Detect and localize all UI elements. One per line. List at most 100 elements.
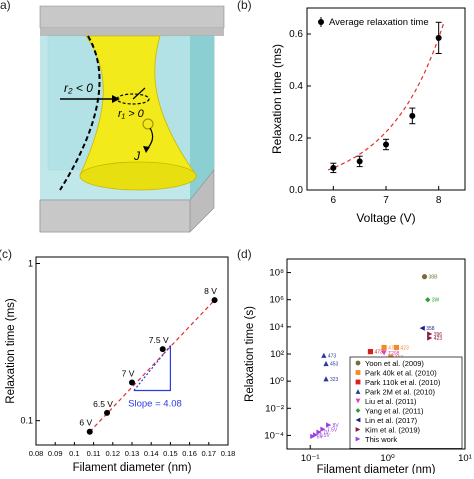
plot-frame [35,256,229,446]
data-label: 473 [328,353,337,359]
legend-label: Kim et al. (2019) [365,426,421,435]
x-tick-label: 0.09 [48,449,63,458]
data-point [383,141,389,148]
data-point [367,349,374,355]
data-label: 323 [330,377,339,383]
legend-label: Average relaxation time [329,17,429,28]
data-point [356,158,363,165]
data-label: 7.5 V [149,335,169,345]
data-label: 473 [374,350,383,356]
data-point [393,344,400,351]
y-tick-label: 0.6 [289,29,303,40]
panel-label-a: (a) [0,0,11,12]
data-point [427,335,433,341]
chart-d: 10⁻¹ 10⁰ 10¹ 10⁻⁴ 10⁻² 10⁰ 10² 10⁴ 10⁶ 10⁸ Filamen… [244,258,472,476]
y-axis-label: Relaxation time (ms) [5,298,17,404]
x-tick-label: 0.08 [29,449,44,458]
legend-label: Park 2M et al. (2010) [365,388,436,397]
legend-label: Yang et al. (2011) [365,407,424,416]
data-point [409,112,416,119]
x-axis-label: Filament diameter (nm) [317,464,436,474]
x-tick-label: 0.1 [69,449,79,458]
slope-hyp [133,345,171,391]
x-tick-label: 0.13 [125,449,140,458]
legend-marker [355,417,361,423]
data-point [323,360,329,367]
data-point [211,297,218,304]
data-label: 423 [400,346,409,352]
data-point [381,344,387,351]
data-point [159,346,166,353]
y-tick-label: 0.2 [289,133,303,144]
y-tick-label: 10² [270,349,284,360]
top-electrode [39,5,225,29]
data-label: 6 V [79,418,92,428]
data-label: 7.5V [327,427,338,433]
data-point [381,350,387,356]
y-axis-label: Relaxation time (s) [244,306,256,402]
data-point [316,429,322,435]
x-tick-label: 0.18 [221,449,236,458]
data-point [427,331,433,337]
y-tick-label: 10⁻⁴ [264,430,284,441]
legend-label: Yoon et al. (2009) [365,359,424,368]
x-tick-label: 0.12 [105,449,120,458]
panel-b: (b) 6 7 8 0.0 0.2 0.4 0.6 Voltage (V) Relaxation… [237,0,474,237]
data-point [421,274,428,280]
data-label: 6V [317,434,324,440]
y-tick-label: 10⁻² [265,403,284,414]
data-label: 7V [323,430,330,436]
data-point [312,432,319,438]
legend-label: Lin et al. (2017) [365,416,418,425]
data-point [425,297,431,303]
panel-c: (c) 0.080.090.10.110.120.130.140.150.160… [0,237,237,474]
x-tick-label: 10¹ [458,453,472,464]
legend-marker [355,370,361,375]
x-tick-label: 0.16 [182,449,197,458]
x-tick-label: 0.11 [87,449,101,458]
legend-box [349,356,463,449]
data-label: 8V [333,423,340,429]
legend-marker [355,436,361,442]
panel-label-c: (c) [0,247,12,261]
filament-schematic: r₂ < 0 r₁ > 0 J [39,5,225,233]
y-tick-label: 10⁶ [270,295,285,306]
data-point [321,352,327,358]
panel-label-d: (d) [237,247,252,261]
chart-b: 6 7 8 0.0 0.2 0.4 0.6 Voltage (V) Relaxation tim… [270,7,466,225]
x-axis-label: Filament diameter (nm) [73,462,192,474]
panel-d: (d) 10⁻¹ 10⁰ 10¹ 10⁻⁴ 10⁻² 10⁰ 10² 10⁴ 10⁶ 10⁸ Fil… [237,237,474,476]
data-point [326,422,332,428]
y-tick-label: 10⁰ [270,376,285,387]
legend-marker [355,379,361,385]
data-point [104,409,111,416]
legend-marker [355,389,361,394]
data-point [129,379,135,386]
y-tick-label: 0.0 [289,185,303,196]
r2-label: r₂ < 0 [64,81,93,95]
data-label: 396 [434,332,443,338]
data-label: 8 V [204,286,217,296]
x-tick-label: 10⁰ [380,453,395,464]
y-tick-label: 1 [28,259,33,269]
x-tick-label: 6 [331,195,337,206]
panel-label-b: (b) [237,0,252,12]
legend-label: This work [365,435,397,444]
x-axis-label: Voltage (V) [356,211,415,225]
y-tick-label: 0.1 [20,416,33,426]
legend-label: Park 110k et al. (2010) [365,378,441,387]
data-label: 453 [330,361,339,367]
r1-label: r₁ > 0 [118,108,145,120]
panel-a: (a) r₂ < 0 r₁ > 0 J [0,0,237,237]
legend-marker [355,398,361,404]
fit-curve [327,22,445,171]
data-label: 6.5 V [93,399,113,409]
data-label: 6.5V [319,433,330,439]
data-point [330,164,337,171]
x-tick-label: 0.14 [144,449,159,458]
plot-frame [306,7,466,191]
x-tick-label: 7 [383,195,389,206]
x-tick-label: 10⁻¹ [301,453,320,464]
slope-triangle [133,345,171,392]
j-label: J [133,149,141,163]
